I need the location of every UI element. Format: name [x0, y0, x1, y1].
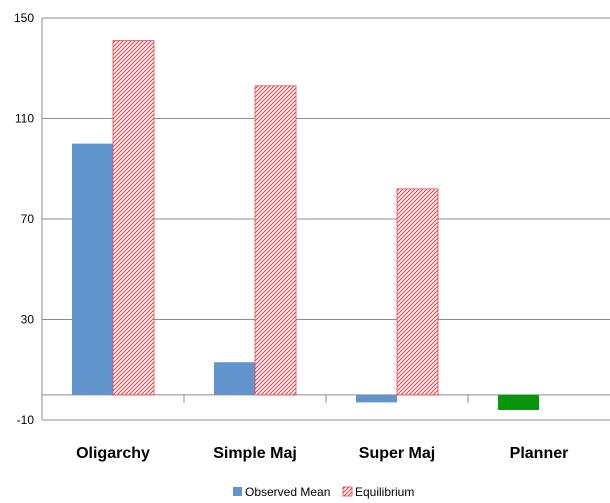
- legend-swatch: [342, 486, 353, 497]
- legend-swatch: [233, 487, 242, 496]
- legend-label: Observed Mean: [245, 485, 330, 499]
- y-tick-label: 150: [14, 11, 34, 25]
- observed-mean-bar: [356, 394, 397, 403]
- y-tick-label: 70: [21, 212, 35, 226]
- y-tick-label: 110: [15, 112, 34, 126]
- x-category-label: Super Maj: [359, 445, 435, 462]
- observed-mean-bar: [72, 143, 113, 395]
- legend: Observed Mean Equilibrium: [233, 485, 414, 499]
- observed-mean-bar: [214, 362, 255, 395]
- y-tick-label: -10: [17, 413, 35, 427]
- equilibrium-bar: [254, 85, 297, 396]
- observed-mean-bar: [498, 394, 539, 410]
- x-category-label: Oligarchy: [76, 445, 150, 462]
- bars: [72, 40, 539, 410]
- x-category-label: Simple Maj: [213, 445, 297, 462]
- y-tick-label: 30: [21, 313, 35, 327]
- x-category-label: Planner: [510, 445, 569, 462]
- axis-labels: 150 110 70 30 -10 Oligarchy Simple Maj Super Ma…: [14, 11, 568, 462]
- equilibrium-bar: [396, 188, 439, 396]
- legend-label: Equilibrium: [355, 485, 414, 499]
- equilibrium-bar: [112, 40, 155, 396]
